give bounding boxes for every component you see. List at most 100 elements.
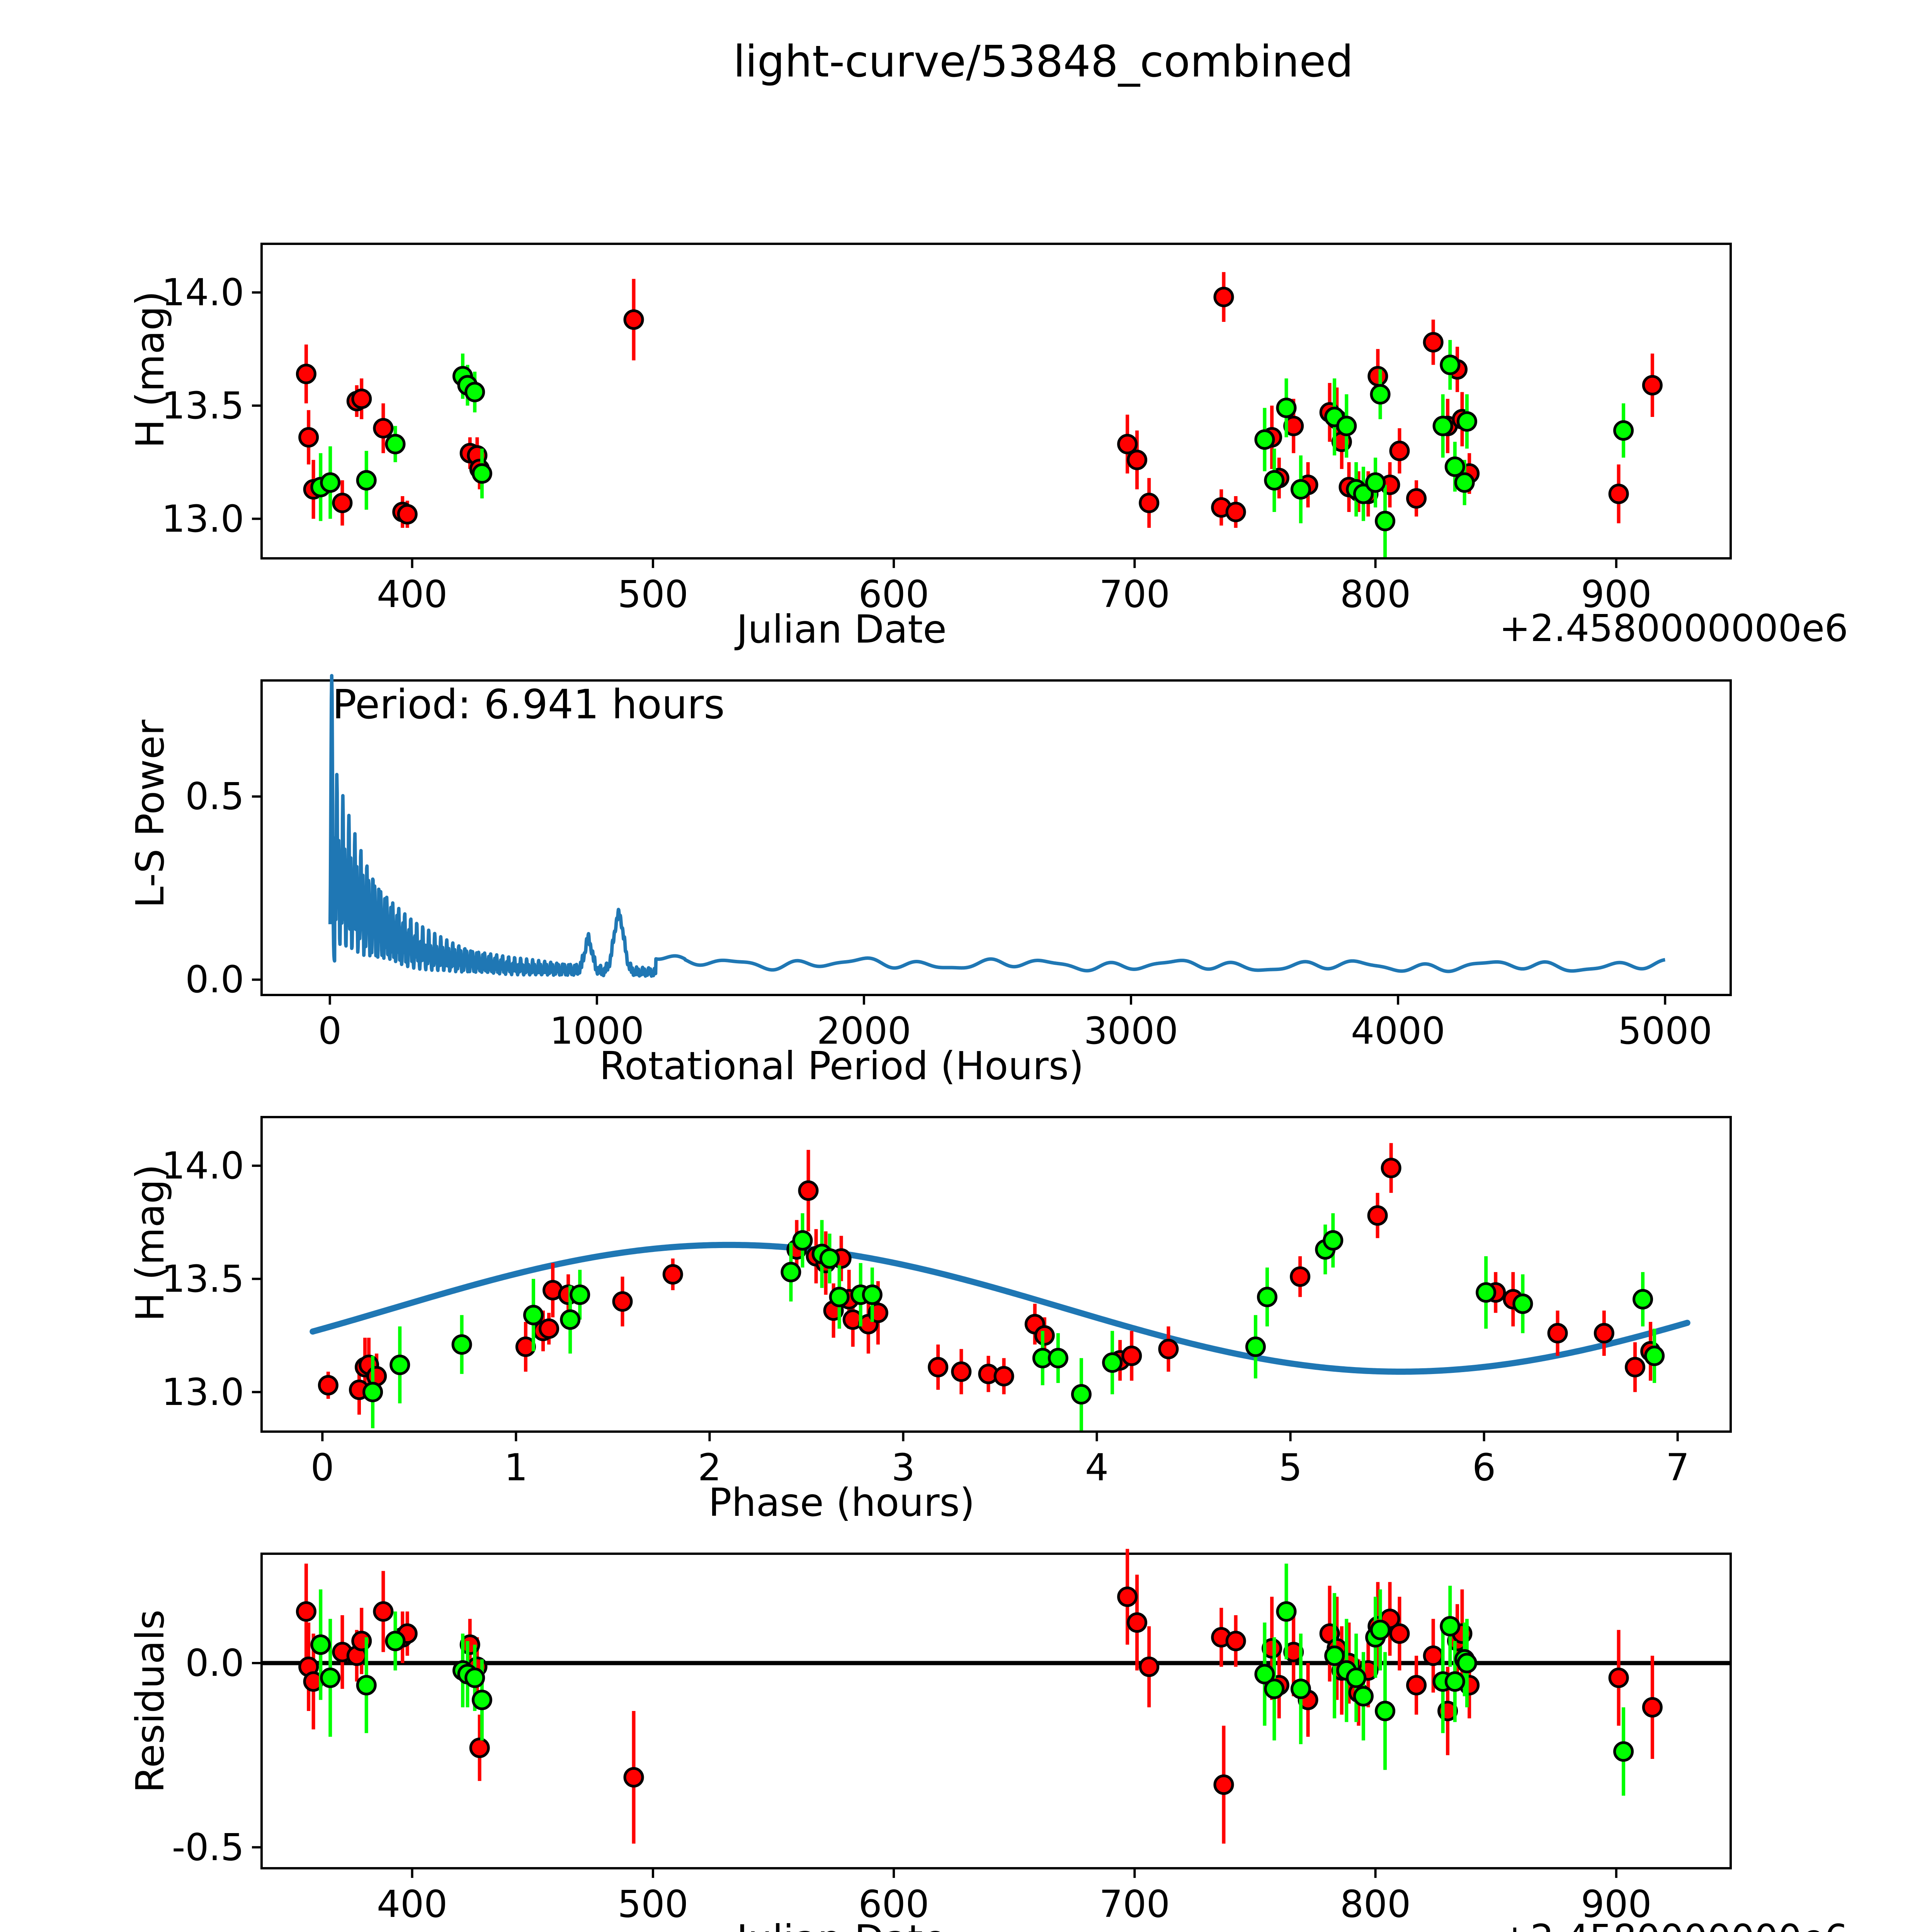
data-point (1644, 1345, 1665, 1366)
data-point (318, 1375, 338, 1396)
data-point (389, 1354, 410, 1375)
data-point (1225, 502, 1246, 522)
x-tick-label: 3000 (1083, 1009, 1179, 1053)
series-green (310, 1563, 1634, 1796)
y-tick-label: 0.0 (185, 958, 244, 1002)
panel-residuals-frame (260, 1553, 1732, 1869)
data-point (1367, 366, 1388, 387)
data-point (1440, 1616, 1461, 1637)
periodogram-plot-area (252, 674, 1667, 1005)
data-point (819, 1248, 840, 1269)
data-point (1608, 1667, 1629, 1688)
data-point (1264, 470, 1285, 491)
data-point (662, 1264, 683, 1285)
lightcurve-xlabel: Julian Date (736, 607, 947, 652)
x-tick-label: 600 (858, 1883, 929, 1926)
data-point (1213, 1774, 1234, 1795)
data-point (451, 1334, 472, 1355)
periodogram-line (328, 674, 1667, 978)
data-point (356, 1675, 377, 1696)
data-point (1245, 1336, 1266, 1357)
x-tick-label: 900 (1581, 573, 1652, 616)
y-tick-label: -0.5 (172, 1825, 244, 1869)
data-point (385, 1631, 406, 1651)
data-point (928, 1357, 949, 1378)
series-green (310, 340, 1634, 558)
data-point (1290, 479, 1311, 500)
series-red (318, 1143, 1661, 1415)
panel-lightcurve (252, 243, 1732, 568)
data-point (951, 1361, 972, 1382)
data-point (1381, 1158, 1401, 1179)
x-tick-label: 6 (1472, 1446, 1496, 1489)
data-point (862, 1284, 883, 1305)
data-point (1613, 1741, 1634, 1762)
panel-periodogram (252, 674, 1732, 1005)
x-tick-label: 500 (617, 573, 689, 616)
periodogram-xlabel: Rotational Period (Hours) (599, 1043, 1084, 1088)
data-point (1613, 420, 1634, 441)
data-point (296, 364, 316, 384)
x-tick-label: 500 (617, 1883, 689, 1926)
x-tick-label: 400 (377, 573, 448, 616)
data-point (1608, 483, 1629, 504)
data-point (1423, 332, 1444, 353)
data-point (1367, 1205, 1388, 1226)
data-point (1346, 1667, 1367, 1688)
data-point (1353, 1686, 1374, 1707)
x-tick-label: 3 (891, 1446, 915, 1489)
data-point (1290, 1679, 1311, 1699)
x-tick-label: 0 (318, 1009, 342, 1053)
x-tick-label: 7 (1666, 1446, 1690, 1489)
data-point (1406, 488, 1427, 509)
data-point (1264, 1679, 1285, 1699)
data-point (1375, 1701, 1396, 1721)
data-point (1375, 510, 1396, 531)
y-tick-label: 13.0 (162, 1370, 244, 1414)
data-point (310, 1634, 331, 1655)
series-red (296, 272, 1663, 528)
data-point (1456, 411, 1477, 432)
data-point (1213, 287, 1234, 308)
data-point (1102, 1352, 1123, 1373)
data-point (1642, 375, 1663, 396)
data-point (1476, 1282, 1497, 1303)
x-tick-label: 4 (1085, 1446, 1109, 1489)
data-point (781, 1262, 801, 1282)
x-tick-label: 2000 (816, 1009, 912, 1053)
x-tick-label: 700 (1099, 1883, 1170, 1926)
x-tick-label: 800 (1340, 573, 1411, 616)
data-point (560, 1309, 581, 1330)
y-tick-label: 14.0 (162, 1144, 244, 1187)
data-point (1257, 1287, 1277, 1308)
data-point (1158, 1338, 1179, 1359)
residuals-ylabel: Residuals (128, 1609, 173, 1793)
data-point (1432, 415, 1453, 436)
x-tick-label: 1 (504, 1446, 528, 1489)
data-point (1117, 1586, 1138, 1607)
data-point (385, 434, 406, 454)
data-point (1290, 1266, 1311, 1287)
data-point (464, 1667, 485, 1688)
data-point (1353, 483, 1374, 504)
x-tick-label: 2 (697, 1446, 721, 1489)
y-tick-label: 14.0 (162, 270, 244, 314)
data-point (1389, 1623, 1410, 1644)
data-point (356, 470, 377, 491)
data-point (1139, 1656, 1160, 1677)
phase-folded-xlabel: Phase (hours) (708, 1480, 975, 1525)
data-point (1370, 1619, 1391, 1640)
data-point (373, 418, 394, 439)
data-point (1048, 1348, 1068, 1369)
x-tick-label: 800 (1340, 1883, 1411, 1926)
data-point (397, 504, 418, 525)
data-point (1594, 1323, 1614, 1344)
y-tick-label: 13.5 (162, 1257, 244, 1301)
data-point (1323, 1230, 1344, 1251)
data-point (1454, 472, 1475, 493)
data-point (612, 1291, 633, 1312)
data-point (570, 1284, 590, 1305)
x-tick-label: 4000 (1350, 1009, 1446, 1053)
data-point (1444, 456, 1465, 477)
